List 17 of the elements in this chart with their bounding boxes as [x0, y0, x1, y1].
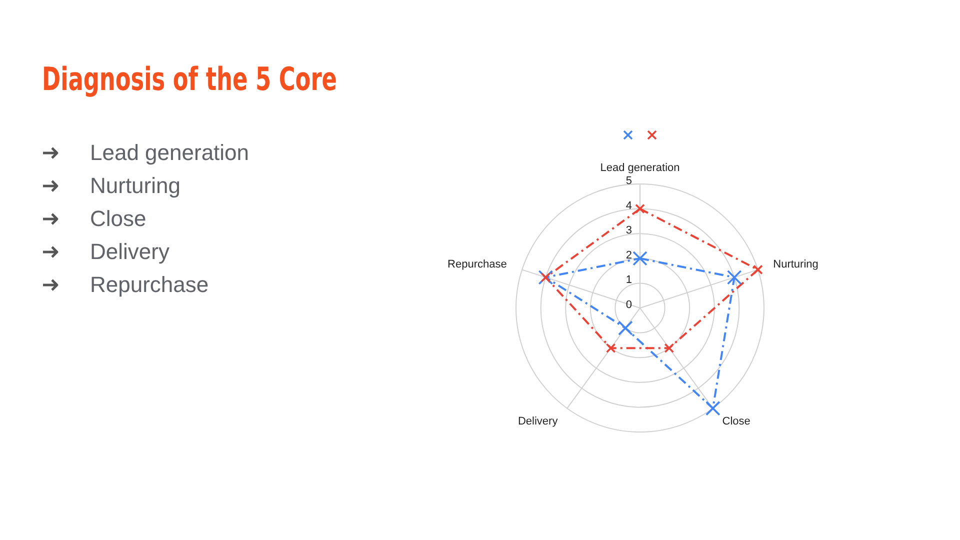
spoke-label: Repurchase — [448, 258, 507, 271]
text: Close — [90, 206, 146, 232]
spoke-label: Lead generation — [600, 162, 680, 174]
spoke-label: Close — [722, 415, 750, 428]
y-tick-label: 0 — [626, 299, 632, 311]
y-tick-label: 2 — [626, 249, 632, 262]
text: Delivery — [90, 238, 170, 264]
spoke-label: Delivery — [518, 415, 558, 428]
y-tick-label: 1 — [626, 274, 632, 286]
text: Lead generation — [90, 140, 250, 166]
text: Nurturing — [90, 172, 180, 198]
y-tick-label: 4 — [626, 200, 632, 212]
y-tick-label: 5 — [626, 175, 632, 187]
y-tick-label: 3 — [626, 224, 632, 237]
spoke-label: Nurturing — [773, 258, 818, 271]
text: Diagnosis of the 5 Core — [42, 60, 337, 98]
text: Repurchase — [90, 272, 209, 298]
